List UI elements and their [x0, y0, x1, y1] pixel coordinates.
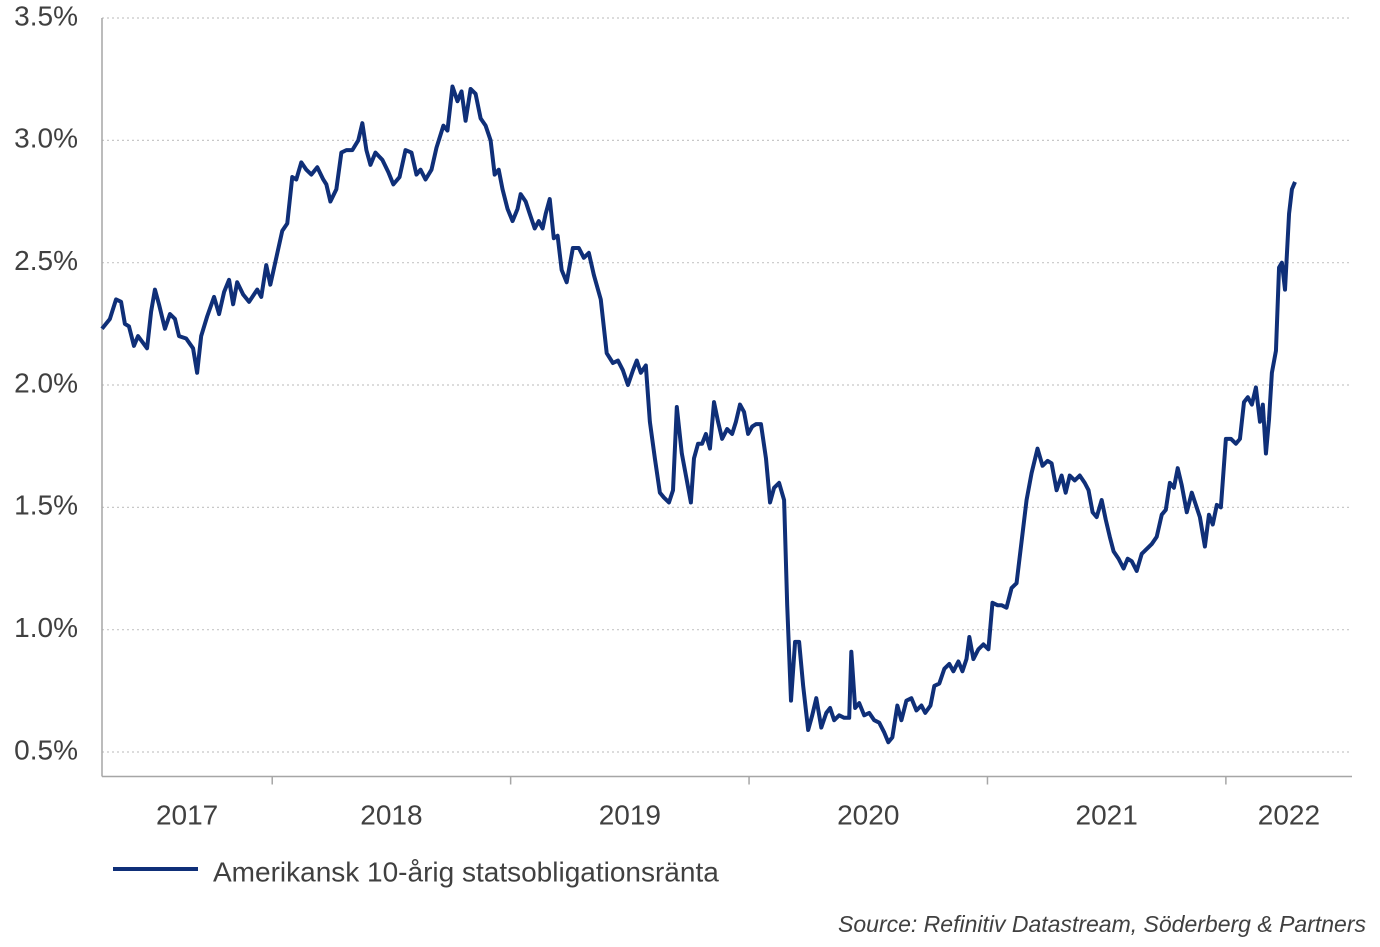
- source-note: Source: Refinitiv Datastream, Söderberg …: [838, 911, 1366, 937]
- x-tick-label: 2019: [599, 799, 661, 830]
- legend-label: Amerikansk 10-årig statsobligationsränta: [213, 856, 719, 887]
- x-tick-label: 2022: [1258, 799, 1320, 830]
- y-tick-label: 2.5%: [14, 245, 78, 276]
- x-tick-label: 2017: [156, 799, 218, 830]
- y-tick-label: 1.0%: [14, 612, 78, 643]
- x-tick-label: 2021: [1076, 799, 1138, 830]
- x-tick-label: 2020: [837, 799, 899, 830]
- series-line: [100, 84, 1297, 745]
- y-tick-label: 0.5%: [14, 734, 78, 765]
- y-tick-label: 2.0%: [14, 367, 78, 398]
- y-tick-label: 1.5%: [14, 490, 78, 521]
- y-tick-label: 3.5%: [14, 0, 78, 31]
- y-tick-label: 3.0%: [14, 123, 78, 154]
- x-tick-label: 2018: [360, 799, 422, 830]
